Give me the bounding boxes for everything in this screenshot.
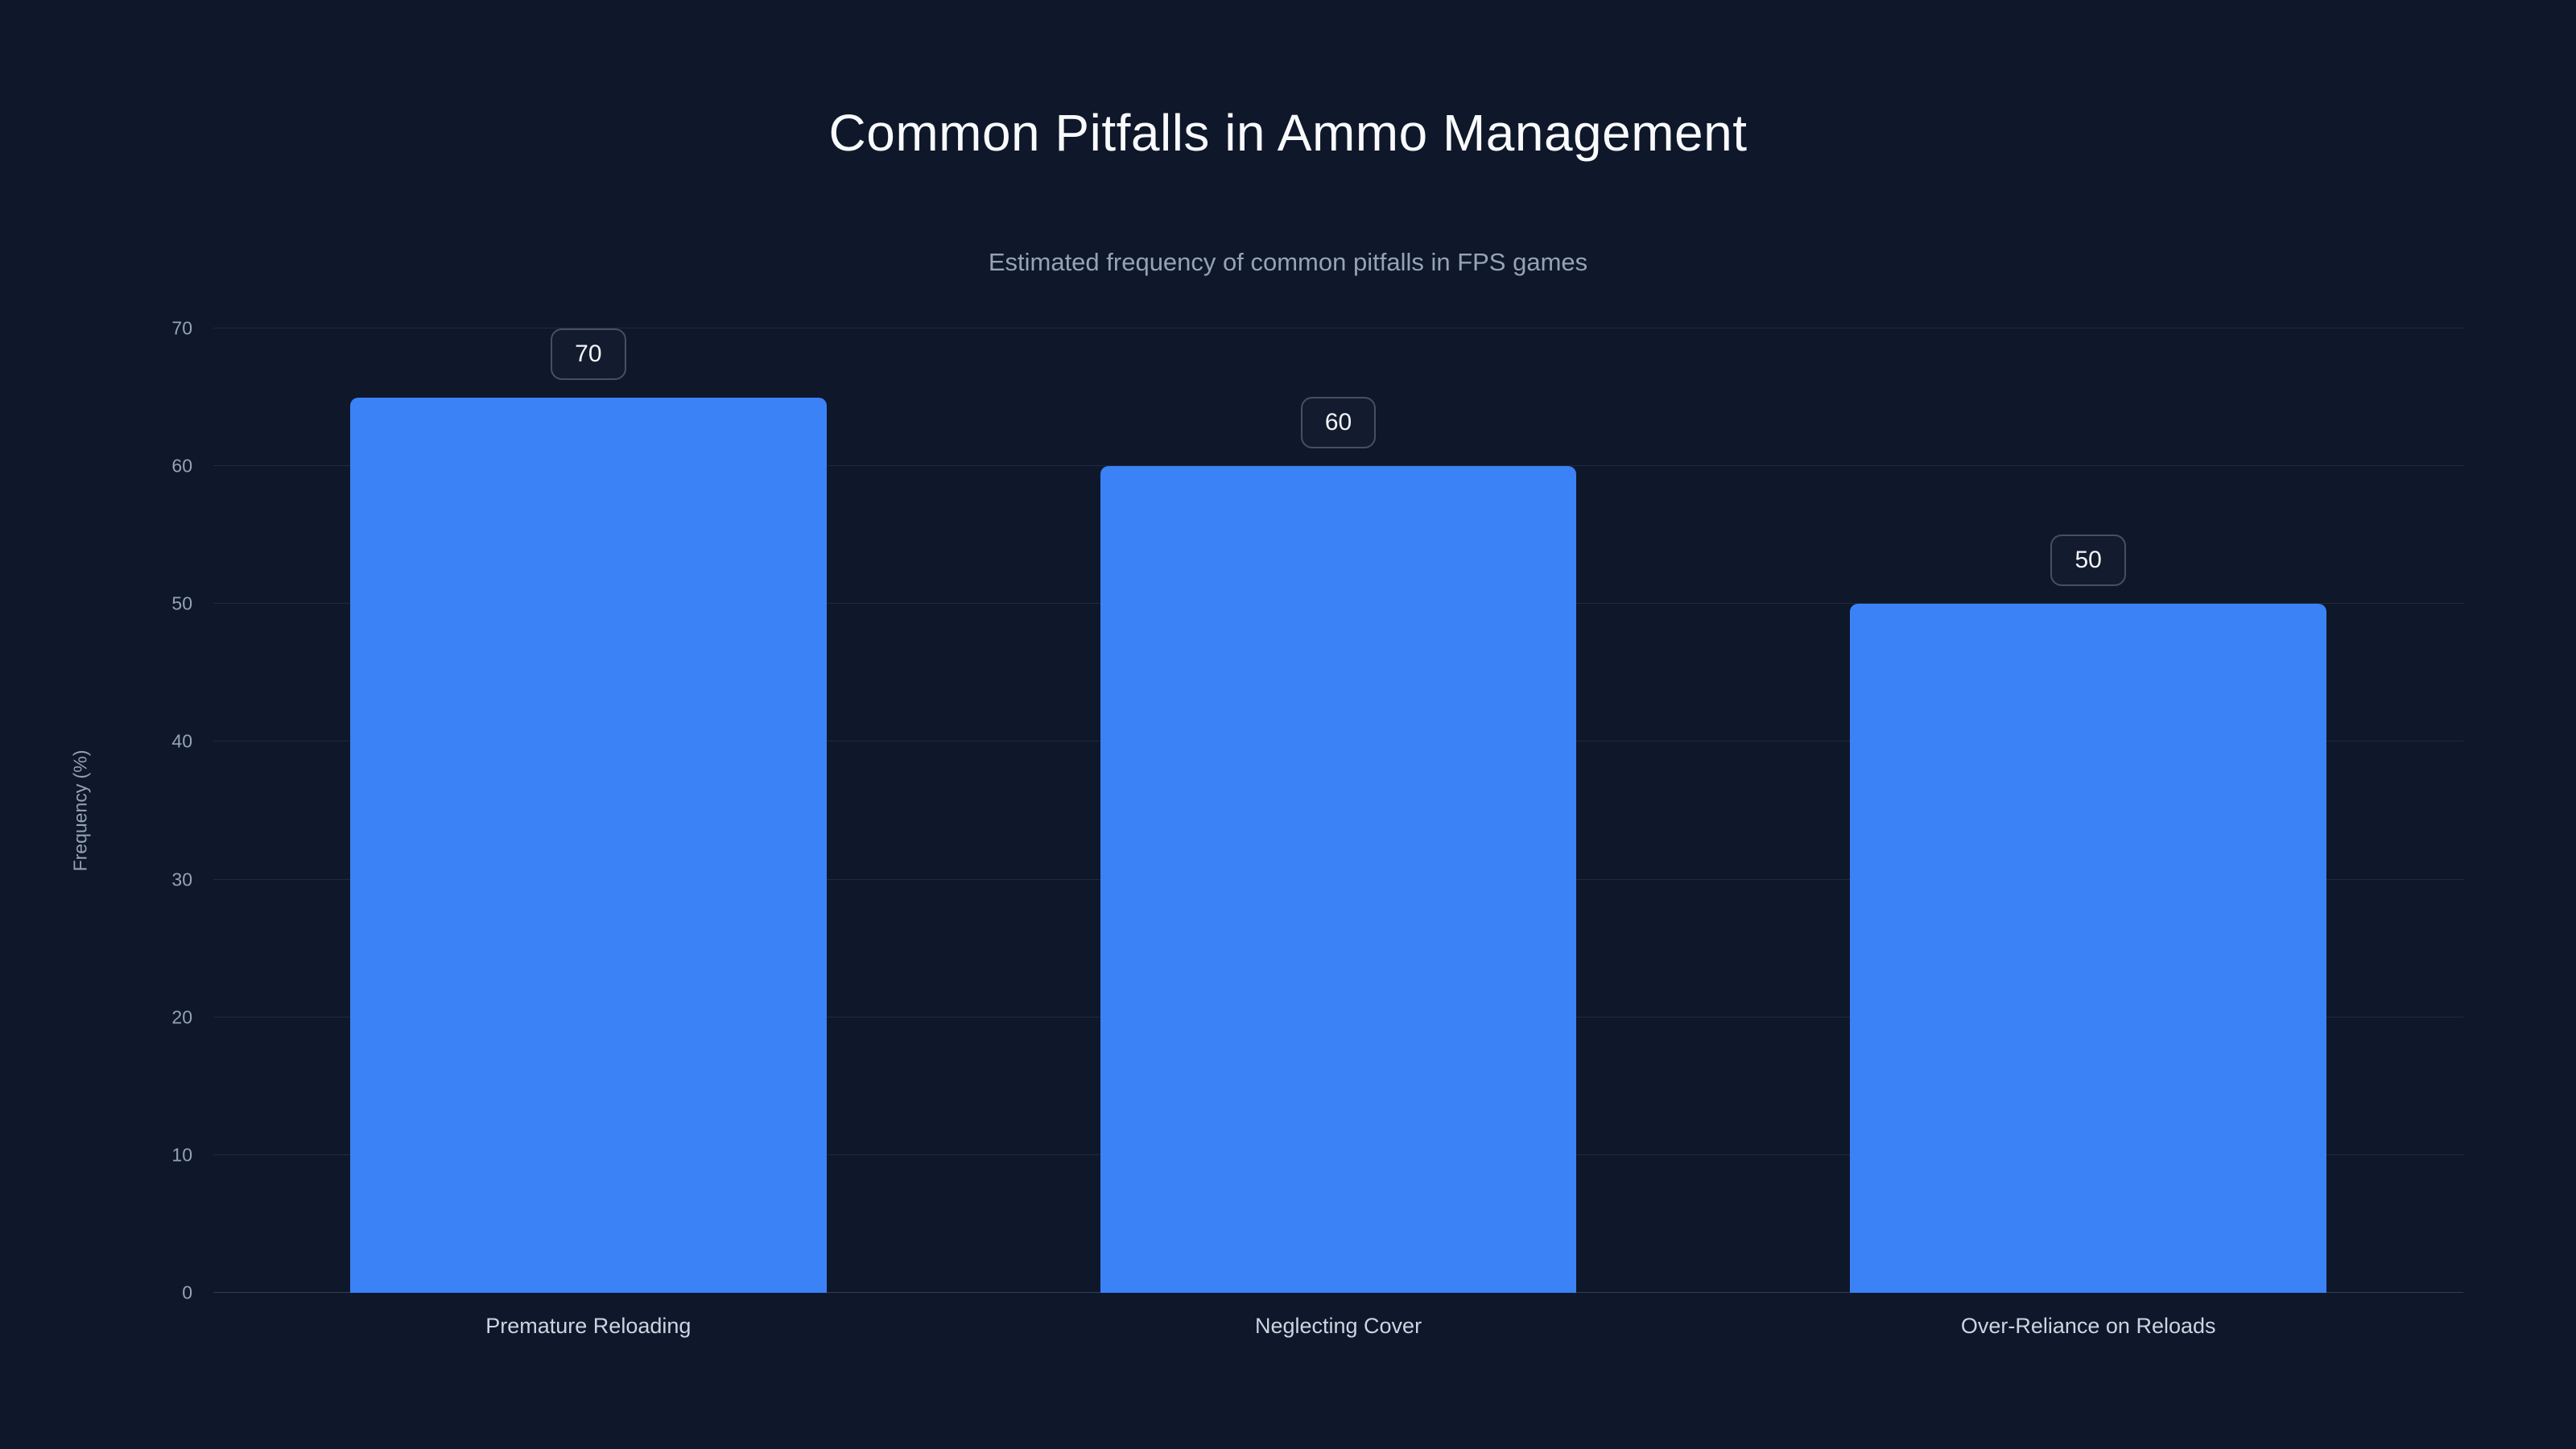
y-tick-70: 70 bbox=[171, 317, 192, 339]
chart-subtitle: Estimated frequency of common pitfalls i… bbox=[988, 248, 1588, 276]
y-tick-60: 60 bbox=[171, 455, 192, 477]
y-tick-50: 50 bbox=[171, 592, 192, 614]
bar-neglecting-cover bbox=[1100, 466, 1577, 1293]
y-tick-30: 30 bbox=[171, 869, 192, 890]
y-tick-10: 10 bbox=[171, 1144, 192, 1166]
y-tick-20: 20 bbox=[171, 1006, 192, 1028]
bar-over-reliance-on-reloads bbox=[1850, 604, 2326, 1293]
bars-layer: 70 60 50 bbox=[213, 328, 2463, 1293]
plot-area: 70 60 50 0 10 20 30 40 50 60 70 bbox=[171, 318, 2463, 1303]
x-label-over-reliance-on-reloads: Over-Reliance on Reloads bbox=[1960, 1314, 2216, 1338]
bar-group-premature-reloading: 70 bbox=[213, 328, 964, 1293]
x-axis-labels: Premature Reloading Neglecting Cover Ove… bbox=[213, 1314, 2463, 1339]
value-badge: 50 bbox=[2050, 535, 2126, 587]
chart-title: Common Pitfalls in Ammo Management bbox=[828, 104, 1748, 162]
bar-group-neglecting-cover: 60 bbox=[964, 328, 1714, 1293]
bar-group-over-reliance-on-reloads: 50 bbox=[1713, 328, 2463, 1293]
y-axis-label: Frequency (%) bbox=[69, 749, 91, 872]
bar-premature-reloading bbox=[350, 398, 827, 1293]
value-badge: 60 bbox=[1300, 397, 1377, 449]
y-tick-0: 0 bbox=[182, 1282, 192, 1303]
value-badge: 70 bbox=[551, 328, 626, 380]
y-tick-40: 40 bbox=[171, 730, 192, 752]
gridline-60 bbox=[213, 465, 2463, 467]
x-label-premature-reloading: Premature Reloading bbox=[485, 1314, 691, 1338]
x-label-neglecting-cover: Neglecting Cover bbox=[1254, 1314, 1422, 1338]
